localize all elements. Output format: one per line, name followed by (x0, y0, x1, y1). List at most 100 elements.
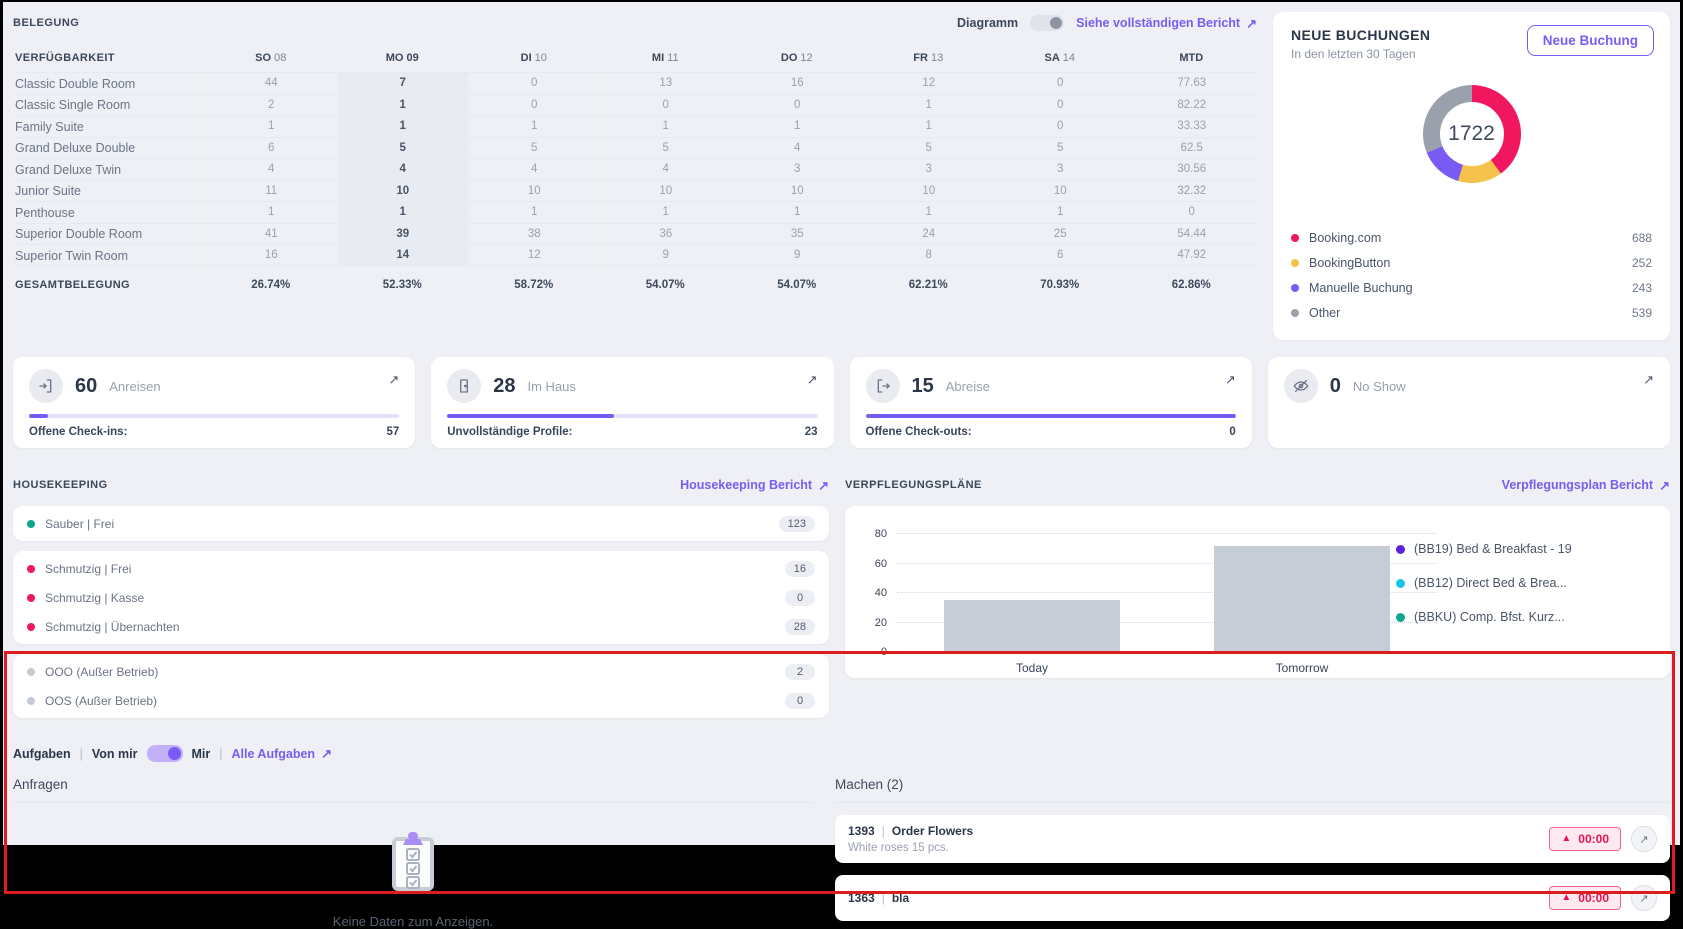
availability-cell: 44 (205, 73, 337, 95)
availability-cell: 33.33 (1125, 116, 1258, 138)
availability-cell: 4 (205, 159, 337, 181)
progress-fill (865, 414, 1236, 418)
status-label: OOO (Außer Betrieb) (45, 664, 159, 679)
housekeeping-item: OOO (Außer Betrieb) 2 (27, 657, 815, 686)
task-card[interactable]: 1363 | bla ▲ 00:00 ↗ (835, 875, 1670, 921)
todo-title: Machen (2) (835, 777, 1670, 803)
legend-label: BookingButton (1309, 255, 1391, 270)
availability-cell: 2 (205, 94, 337, 116)
availability-cell: 41 (205, 223, 337, 245)
y-tick-label: 60 (874, 557, 887, 570)
external-link-icon[interactable]: ↗ (1643, 372, 1654, 387)
all-tasks-link[interactable]: Alle Aufgaben ↗ (232, 747, 332, 761)
task-subtitle: White roses 15 pcs. (848, 842, 949, 854)
open-task-button[interactable]: ↗ (1631, 885, 1657, 911)
gridline (897, 621, 1437, 623)
external-link-icon[interactable]: ↗ (806, 372, 818, 387)
stat-card-header: 28 Im Haus (447, 369, 817, 403)
stat-card: 60 Anreisen ↗ Offene Check-ins: 57 (13, 357, 416, 448)
legend-item: (BB19) Bed & Breakfast - 19 (1396, 542, 1644, 556)
x-tick-label: Today (1015, 661, 1049, 675)
availability-cell: 39 (336, 223, 468, 245)
full-report-link-label: Siehe vollständigen Bericht (1076, 16, 1241, 30)
legend-label: (BB12) Direct Bed & Brea... (1414, 576, 1567, 590)
task-title: bla (891, 891, 910, 905)
bookings-donut-chart: 1722 (1422, 85, 1521, 183)
progress-bar (865, 414, 1236, 418)
count-badge: 0 (785, 589, 815, 606)
legend-item: Booking.com 688 (1291, 225, 1652, 250)
occupancy-controls: Diagramm Siehe vollständigen Bericht ↗ (957, 15, 1257, 31)
stat-value: 28 (493, 374, 516, 397)
separator: | (881, 891, 885, 905)
meal-plans-section: VERPFLEGUNGSPLÄNE Verpflegungsplan Beric… (845, 474, 1670, 678)
room-type-name: Superior Twin Room (15, 248, 129, 263)
toggle-knob (167, 747, 181, 760)
availability-cell: 9 (599, 245, 732, 267)
y-tick-label: 20 (874, 616, 887, 629)
availability-cell: 0 (468, 73, 600, 95)
progress-bar (29, 414, 400, 418)
housekeeping-report-link[interactable]: Housekeeping Bericht ↗ (680, 478, 829, 492)
availability-table: VERFÜGBARKEIT SO 08 MO 09 DI 10 MI 11 DO 12 FR 13 SA… (13, 44, 1257, 291)
diagramm-toggle[interactable] (1030, 15, 1065, 31)
stat-card-footer: Offene Check-outs: 0 (866, 426, 1236, 438)
column-header: DI 10 (468, 44, 600, 72)
availability-cell: 9 (731, 245, 863, 267)
table-row: Family Suite 1 1 1 1 1 1 0 33.33 (13, 115, 1258, 138)
legend-item: (BB12) Direct Bed & Brea... (1396, 576, 1644, 590)
separator: | (881, 824, 885, 838)
task-card[interactable]: 1393 | Order Flowers White roses 15 pcs. ▲ 00… (835, 815, 1670, 863)
legend-value: 252 (1631, 255, 1652, 270)
status-dot-icon (27, 696, 35, 705)
table-row: Grand Deluxe Twin 4 4 4 4 3 3 3 30.56 (13, 158, 1257, 181)
housekeeping-item: Schmutzig | Übernachten 28 (27, 612, 815, 641)
housekeeping-header: HOUSEKEEPING Housekeeping Bericht ↗ (13, 474, 829, 496)
tasks-filter-toggle[interactable] (146, 745, 183, 762)
availability-cell: 6 (994, 245, 1126, 267)
meal-plan-report-link[interactable]: Verpflegungsplan Bericht ↗ (1502, 478, 1670, 492)
table-row: Superior Double Room 41 39 38 36 35 24 25 54.44 (13, 222, 1257, 245)
full-report-link[interactable]: Siehe vollständigen Bericht ↗ (1076, 16, 1257, 30)
task-title: Order Flowers (891, 824, 974, 838)
day-label: DO (780, 52, 798, 64)
availability-cell: 5 (599, 137, 732, 159)
warning-icon: ▲ (1561, 833, 1572, 844)
external-link-icon: ↗ (1659, 477, 1670, 493)
date-label: 08 (274, 52, 287, 64)
status-label: Schmutzig | Frei (45, 561, 132, 576)
availability-cell: 1 (862, 116, 995, 138)
column-header: MTD (1126, 44, 1258, 72)
legend-dot-icon (1396, 612, 1405, 622)
gridline (897, 533, 1437, 534)
meal-plan-report-link-label: Verpflegungsplan Bericht (1501, 478, 1654, 492)
availability-cell: 16 (731, 73, 863, 95)
stat-label: Im Haus (527, 378, 576, 394)
y-tick-label: 0 (880, 646, 887, 658)
new-bookings-card: NEUE BUCHUNGEN In den letzten 30 Tagen N… (1273, 12, 1670, 340)
housekeeping-cards: Sauber | Frei 123 Schmutzig | Frei 16 Schmut… (13, 506, 829, 718)
status-label: OOS (Außer Betrieb) (45, 693, 158, 708)
to-me-label: Mir (191, 746, 211, 761)
external-link-icon[interactable]: ↗ (1224, 372, 1236, 387)
availability-cell: 11 (205, 180, 337, 202)
availability-cell: 25 (994, 223, 1126, 245)
bookings-total: 1722 (1439, 102, 1504, 166)
stat-value: 60 (75, 374, 98, 397)
count-badge: 0 (785, 692, 815, 709)
availability-cell: 10 (731, 180, 863, 202)
total-occupancy-cell: 54.07% (645, 278, 685, 291)
room-type-name: Grand Deluxe Twin (15, 162, 122, 177)
external-link-icon: ↗ (818, 477, 829, 493)
requests-column: Anfragen Keine Daten zum Anzeigen. (13, 777, 813, 929)
new-booking-button[interactable]: Neue Buchung (1526, 25, 1654, 56)
column-header: MI 11 (600, 44, 732, 72)
separator: | (219, 746, 223, 761)
legend-item: (BBKU) Comp. Bfst. Kurz... (1396, 610, 1644, 624)
legend-dot-icon (1291, 308, 1299, 317)
count-badge: 28 (784, 618, 815, 635)
housekeeping-item: Schmutzig | Frei 16 (27, 554, 815, 583)
meal-plan-chart-card: 0 20 40 60 80 Today Tomorrow (BB19) Bed & Bre… (845, 506, 1670, 678)
external-link-icon[interactable]: ↗ (388, 372, 400, 387)
open-task-button[interactable]: ↗ (1631, 826, 1657, 852)
